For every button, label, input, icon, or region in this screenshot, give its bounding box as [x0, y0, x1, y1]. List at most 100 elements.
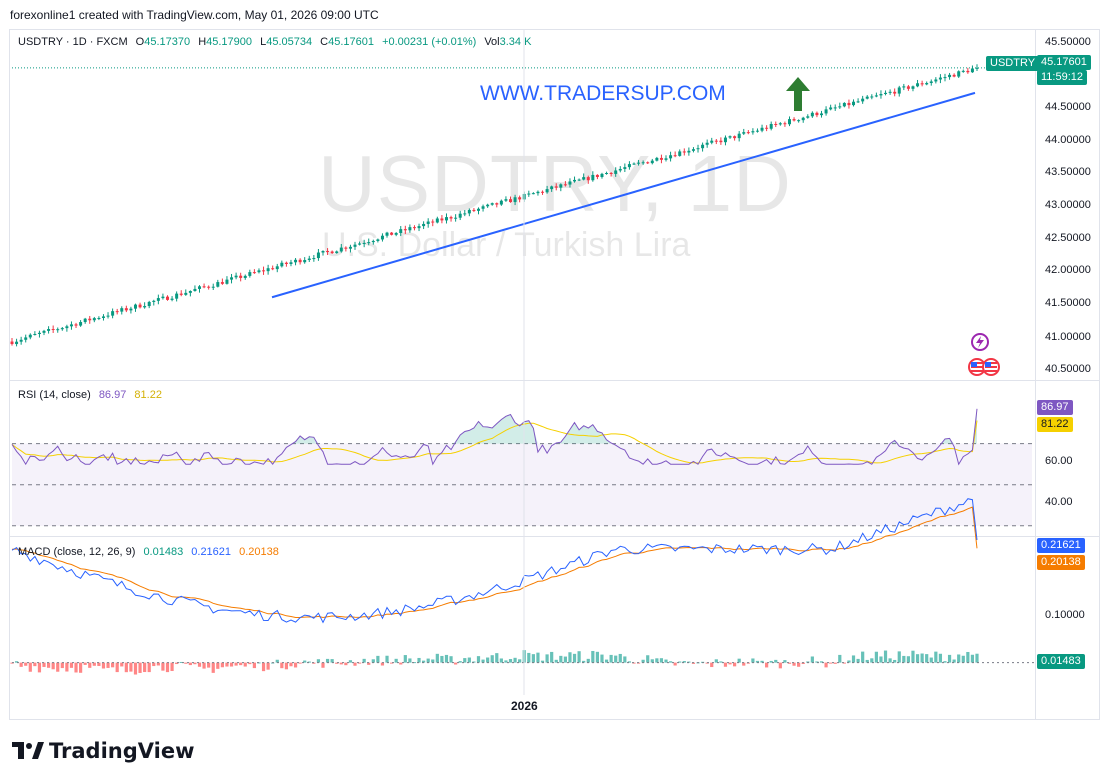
rsi-ma-line [11, 420, 978, 464]
candle-body [893, 91, 897, 94]
macd-histogram-bar [678, 661, 682, 663]
macd-histogram-bar [289, 662, 293, 667]
candle-body [376, 239, 380, 241]
macd-histogram-bar [742, 662, 746, 666]
candle-body [390, 232, 394, 235]
candle-body [175, 293, 179, 299]
candle-body [879, 94, 883, 96]
macd-histogram-bar [490, 655, 494, 663]
candle-body [152, 300, 156, 302]
macd-histogram-bar [929, 657, 933, 663]
candle-body [417, 226, 421, 229]
candle-body [591, 174, 595, 181]
symbol-badge: USDTRY [986, 56, 1040, 71]
last-price-tag: 45.17601 [1037, 55, 1091, 70]
macd-histogram-bar [234, 662, 238, 666]
macd-histogram-bar [458, 661, 462, 663]
pane-separator-macd[interactable] [9, 536, 1100, 537]
macd-histogram-bar [733, 662, 737, 667]
candle-body [165, 296, 169, 300]
candle-body [943, 77, 947, 79]
macd-histogram-bar [248, 662, 252, 665]
candle-body [321, 250, 325, 253]
macd-histogram-bar [197, 662, 202, 667]
macd-histogram-bar [833, 662, 837, 664]
price-axis-label: 44.00000 [1045, 134, 1091, 146]
rsi-value: 86.97 [98, 389, 127, 401]
macd-histogram-bar [806, 661, 810, 663]
support-trendline [271, 91, 976, 299]
macd-histogram-bar [755, 660, 760, 663]
macd-histogram-bar [124, 662, 128, 673]
candle-body [138, 304, 142, 308]
macd-legend[interactable]: MACD (close, 12, 26, 9) 0.01483 0.21621 … [18, 546, 284, 558]
macd-histogram-bar [655, 658, 659, 663]
macd-histogram-bar [417, 657, 421, 663]
macd-signal-value: 0.20138 [239, 546, 279, 558]
candle-body [79, 322, 83, 326]
macd-histogram-bar [778, 662, 782, 669]
macd-histogram-bar [243, 662, 247, 667]
candle-body [262, 270, 266, 272]
tradingview-logo[interactable]: TradingView [12, 739, 194, 763]
candle-body [627, 164, 631, 168]
price-axis-label: 45.50000 [1045, 36, 1091, 48]
candle-body [687, 150, 691, 153]
candle-body [143, 306, 147, 308]
macd-histogram-bar [284, 662, 289, 670]
macd-histogram-bar [874, 651, 878, 663]
us-flag-glyph [985, 362, 997, 372]
candle-body [463, 213, 467, 215]
macd-histogram-bar [115, 662, 119, 673]
macd-histogram-bar [797, 662, 801, 667]
macd-histogram-bar [595, 651, 600, 663]
macd-histogram-bar [920, 653, 924, 663]
macd-histogram-bar [591, 650, 595, 663]
candle-body [280, 262, 284, 267]
candle-body [669, 155, 673, 159]
candle-body [170, 298, 174, 300]
main-legend[interactable]: USDTRY · 1D · FXCM O45.17370 H45.17900 L… [18, 36, 536, 48]
candle-body [399, 229, 403, 234]
us-flag-glyph [971, 362, 983, 372]
symbol-watermark: USDTRY, 1D [318, 139, 792, 228]
candle-body [120, 308, 124, 312]
candle-body [101, 316, 105, 318]
macd-histogram-bar [472, 661, 476, 663]
candle-body [513, 197, 517, 203]
macd-histogram-bar [737, 658, 741, 663]
macd-histogram-bar [344, 662, 348, 666]
candle-body [783, 123, 787, 125]
candle-body [348, 246, 352, 249]
candle-body [682, 151, 686, 153]
pane-separator-rsi[interactable] [9, 380, 1100, 381]
us-flag-event-icon[interactable] [982, 358, 1000, 376]
tradersup-annotation[interactable]: WWW.TRADERSUP.COM [480, 82, 726, 105]
candle-body [220, 282, 224, 284]
candle-body [948, 74, 952, 78]
macd-histogram-bar [847, 660, 851, 663]
candle-body [371, 240, 375, 243]
candle-body [609, 172, 613, 174]
macd-histogram-bar [536, 652, 540, 663]
candle-body [422, 223, 426, 227]
candle-body [472, 209, 476, 211]
macd-histogram-bar [463, 658, 467, 663]
macd-histogram-bar [147, 662, 151, 673]
candle-body [24, 337, 28, 340]
macd-histogram-bar [74, 662, 78, 673]
candle-body [573, 179, 577, 182]
macd-histogram-bar [325, 658, 330, 663]
candle-body [211, 286, 215, 288]
macd-histogram-bar [106, 662, 110, 668]
rsi-legend[interactable]: RSI (14, close) 86.97 81.22 [18, 389, 167, 401]
candle-body [198, 286, 202, 289]
candle-body [339, 247, 343, 252]
candle-body [737, 133, 741, 139]
candle-body [330, 251, 334, 254]
candle-body [284, 262, 288, 264]
lightning-event-icon[interactable] [971, 333, 989, 351]
candle-body [765, 127, 769, 129]
candle-body [47, 329, 51, 331]
